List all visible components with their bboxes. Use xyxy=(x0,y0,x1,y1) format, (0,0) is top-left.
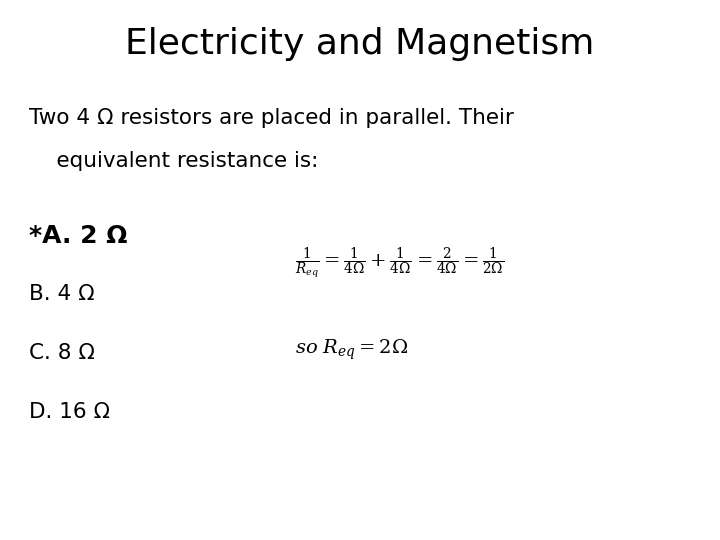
Text: D. 16 Ω: D. 16 Ω xyxy=(29,402,109,422)
Text: Electricity and Magnetism: Electricity and Magnetism xyxy=(125,27,595,61)
Text: *A. 2 Ω: *A. 2 Ω xyxy=(29,224,127,248)
Text: $\frac{1}{R_{eq}} = \frac{1}{4\Omega} + \frac{1}{4\Omega} = \frac{2}{4\Omega} = : $\frac{1}{R_{eq}} = \frac{1}{4\Omega} + … xyxy=(295,246,505,282)
Text: $\mathit{so}\ R_{eq} = 2\Omega$: $\mathit{so}\ R_{eq} = 2\Omega$ xyxy=(295,338,408,362)
Text: B. 4 Ω: B. 4 Ω xyxy=(29,284,94,303)
Text: Two 4 Ω resistors are placed in parallel. Their: Two 4 Ω resistors are placed in parallel… xyxy=(29,108,513,128)
Text: equivalent resistance is:: equivalent resistance is: xyxy=(29,151,318,171)
Text: C. 8 Ω: C. 8 Ω xyxy=(29,343,94,363)
